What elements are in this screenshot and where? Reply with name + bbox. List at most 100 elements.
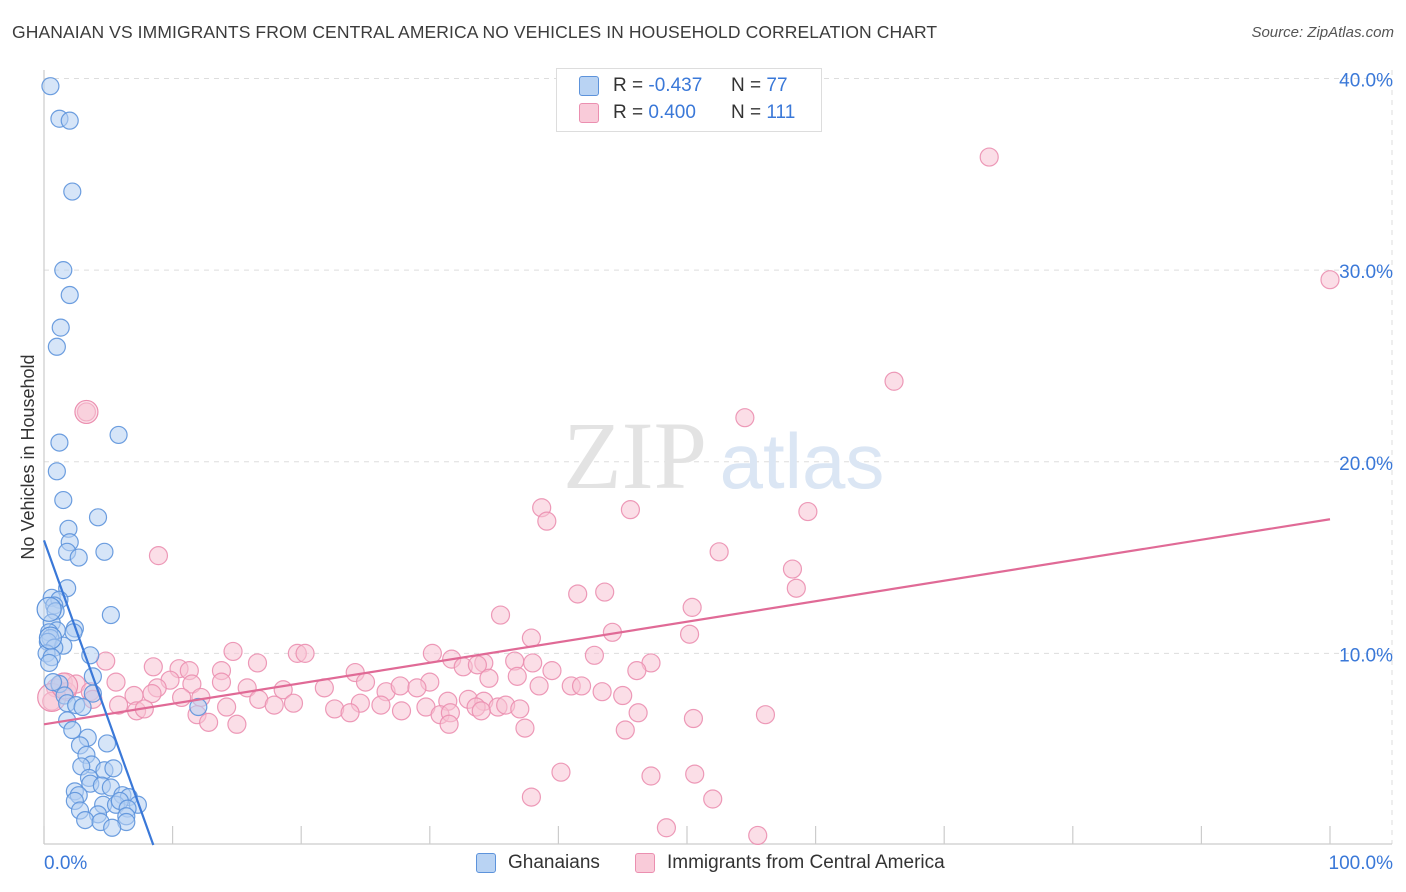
data-point	[571, 676, 592, 696]
data-point	[217, 697, 237, 717]
data-point-large	[74, 399, 99, 425]
data-point	[679, 624, 700, 644]
legend-n-label: N =	[731, 102, 762, 123]
data-point	[584, 645, 605, 665]
legend-swatch-pink	[579, 103, 599, 123]
data-point	[73, 697, 92, 717]
source-label: Source: ZipAtlas.com	[1251, 24, 1394, 41]
legend-r-label: R =	[613, 102, 644, 123]
data-point	[685, 764, 705, 784]
x-tick-label-min: 0.0%	[44, 853, 87, 874]
series-legend: Ghanaians Immigrants from Central Americ…	[0, 852, 1406, 878]
data-point	[41, 77, 60, 96]
data-point	[88, 508, 108, 527]
data-point	[54, 261, 73, 280]
data-point	[786, 578, 806, 598]
legend-r-value: 0.400	[648, 102, 696, 123]
x-tick-label-max: 100.0%	[1329, 853, 1394, 874]
data-point	[782, 559, 803, 579]
data-point	[748, 825, 768, 846]
data-point	[979, 147, 999, 167]
data-point	[703, 789, 723, 809]
data-point	[592, 682, 612, 702]
axis-labels: 10.0% 20.0% 30.0% 40.0% 0.0% 100.0% No Vehicle…	[18, 71, 1393, 875]
data-point	[490, 605, 511, 625]
data-point-large	[36, 596, 62, 622]
data-point	[50, 433, 69, 452]
data-point	[735, 408, 755, 428]
data-point	[641, 766, 661, 786]
data-point	[755, 705, 776, 725]
data-point	[109, 425, 128, 445]
data-point	[798, 501, 818, 522]
legend-r-value: -0.437	[648, 75, 703, 96]
legend-n-label: N =	[731, 75, 762, 96]
axes	[43, 70, 1392, 845]
data-point	[439, 714, 459, 734]
y-tick-label: 30.0%	[1339, 262, 1393, 283]
data-point	[283, 693, 304, 713]
data-point	[682, 597, 702, 617]
data-point	[95, 542, 114, 561]
legend-n-value: 77	[766, 75, 788, 96]
data-point	[199, 712, 219, 732]
trend-line-ghanaians	[42, 539, 155, 846]
chart-title: GHANAIAN VS IMMIGRANTS FROM CENTRAL AMER…	[12, 22, 938, 42]
correlation-legend: R = -0.437 N = 77 R = 0.400 N = 111	[556, 68, 822, 132]
data-point	[551, 762, 571, 782]
legend-label-ghanaians: Ghanaians	[508, 852, 600, 873]
y-axis-label: No Vehicles in Household	[18, 354, 38, 559]
trend-lines	[42, 518, 1331, 846]
data-point	[43, 673, 63, 692]
data-point	[47, 462, 66, 481]
legend-swatch-blue	[476, 853, 496, 873]
data-point	[521, 628, 541, 648]
data-point	[340, 703, 360, 723]
data-point	[507, 666, 527, 686]
data-point	[47, 337, 66, 356]
data-point	[390, 676, 410, 696]
y-tick-label: 20.0%	[1339, 454, 1393, 475]
legend-item-ghanaians[interactable]: Ghanaians	[476, 852, 600, 874]
data-point	[515, 718, 535, 738]
data-point	[97, 734, 117, 753]
legend-swatch-pink	[635, 853, 655, 873]
data-point	[223, 641, 243, 662]
data-point-large	[38, 626, 63, 650]
data-point	[537, 511, 557, 531]
data-point	[542, 661, 562, 681]
legend-row-central-america: R = 0.400 N = 111	[579, 101, 795, 125]
data-point	[407, 678, 427, 698]
data-point	[227, 714, 247, 734]
data-point	[371, 695, 391, 715]
data-point	[63, 182, 82, 201]
data-point	[54, 490, 73, 510]
gridlines	[44, 70, 1393, 844]
data-point	[108, 695, 129, 715]
legend-n-value: 111	[766, 102, 796, 123]
data-point	[1320, 270, 1340, 290]
legend-label-central-america: Immigrants from Central America	[667, 852, 945, 873]
data-point	[510, 699, 530, 719]
data-point	[63, 720, 82, 740]
legend-r-label: R =	[613, 75, 644, 96]
data-point	[60, 111, 79, 130]
data-point	[529, 676, 549, 696]
data-point	[211, 672, 232, 692]
data-point	[104, 759, 123, 778]
data-point	[143, 657, 163, 677]
watermark-zip: ZIP	[563, 402, 707, 509]
data-point	[69, 548, 88, 567]
data-point	[264, 695, 284, 715]
data-point	[628, 703, 648, 723]
legend-item-central-america[interactable]: Immigrants from Central America	[635, 852, 945, 874]
series-ghanaians-points	[36, 77, 208, 837]
data-point	[295, 643, 315, 663]
data-point	[683, 708, 704, 729]
data-point	[189, 697, 208, 717]
data-point	[60, 285, 79, 305]
data-point	[101, 605, 120, 625]
data-point	[51, 318, 70, 337]
data-point	[656, 818, 677, 838]
